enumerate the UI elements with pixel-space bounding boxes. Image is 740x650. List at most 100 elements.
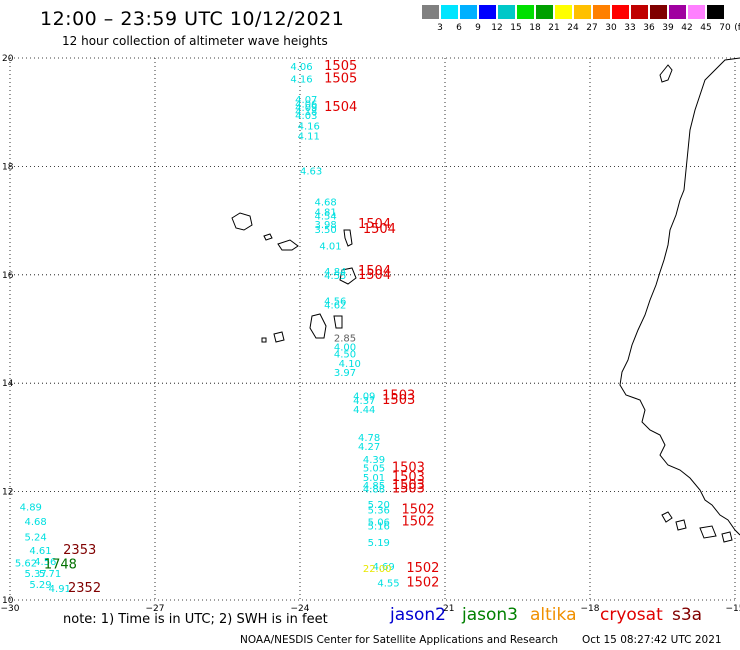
wave-height-label: 4.27	[358, 442, 380, 453]
coastline	[231, 57, 740, 543]
wave-height-label: 4.69	[373, 562, 395, 573]
x-tick-label: −24	[291, 604, 310, 614]
wave-height-label: 4.18	[295, 107, 317, 118]
wave-height-label: 4.56	[324, 297, 346, 308]
wave-height-label: 4.81	[315, 208, 337, 219]
wave-height-label: 4.68	[25, 517, 47, 528]
island-santo-antao	[231, 212, 253, 231]
colorbar-swatch	[669, 5, 686, 19]
wave-height-label: 4.11	[298, 131, 320, 142]
observation-time-label: 1504	[358, 264, 391, 279]
wave-height-label: 4.16	[298, 122, 320, 133]
observation-time-label: 1748	[44, 558, 77, 573]
wave-height-label: 5.19	[368, 538, 390, 549]
colorbar-label: 21	[548, 23, 560, 33]
colorbar-swatch	[479, 5, 496, 19]
island-brava	[261, 337, 267, 343]
observation-time-label: 1503	[382, 393, 415, 408]
wave-height-label: 3.98	[315, 220, 337, 231]
observation-time-label: 1505	[324, 71, 357, 86]
wave-height-label: 4.61	[29, 546, 51, 557]
wave-height-label: 4.89	[20, 503, 42, 514]
colorbar-label: 42	[681, 23, 693, 33]
x-tick-label: −30	[1, 604, 20, 614]
wave-height-label: 4.37	[353, 396, 375, 407]
colorbar-label: 27	[586, 23, 598, 33]
island-top-right	[659, 64, 673, 83]
island-fogo	[273, 331, 285, 343]
legend-item-jason3: jason3	[462, 605, 518, 625]
colorbar-label: 15	[510, 23, 522, 33]
wave-height-label: 4.62	[324, 300, 346, 311]
colorbar-unit: (ft)	[734, 23, 740, 33]
observation-time-label: 1502	[406, 575, 439, 590]
observation-time-label: 1502	[402, 502, 435, 517]
note-text: note: 1) Time is in UTC; 2) SWH is in fe…	[63, 612, 328, 627]
colorbar-label: 36	[643, 23, 655, 33]
observation-time-label: 1504	[363, 222, 396, 237]
legend-item-altika: altika	[530, 605, 577, 625]
y-tick-label: 10	[2, 596, 14, 606]
wave-height-label: 4.56	[34, 557, 56, 568]
wave-height-label: 4.84	[324, 267, 346, 278]
colorbar-swatch	[631, 5, 648, 19]
wave-height-label: 4.09	[353, 391, 375, 402]
axis-tick-labels: −30 −27 −24 −21 −18 −15 10 12 14 16 18 20	[1, 54, 740, 614]
wave-height-label: 4.39	[363, 455, 385, 466]
wave-height-label: 4.03	[295, 111, 317, 122]
footer-credit: NOAA/NESDIS Center for Satellite Applica…	[240, 634, 558, 646]
colorbar-label: 3	[437, 23, 443, 33]
colorbar-swatch	[517, 5, 534, 19]
observation-time-label: 1503	[392, 461, 425, 476]
colorbar-label: 30	[605, 23, 617, 33]
wave-height-label: 4.00	[334, 343, 356, 354]
observation-time-label: 1504	[358, 217, 391, 232]
wave-height-label: 5.71	[39, 569, 61, 580]
colorbar-label: 70	[719, 23, 731, 33]
wave-height-label: 4.55	[377, 578, 399, 589]
wave-height-label: 5.16	[368, 522, 390, 533]
x-tick-label: −27	[146, 604, 165, 614]
observation-time-label: 1504	[358, 268, 391, 283]
island-sao-nicolau	[277, 239, 299, 251]
footer-timestamp: Oct 15 08:27:42 UTC 2021	[582, 634, 722, 646]
wave-height-label: 4.10	[339, 359, 361, 370]
observation-time-label: 1503	[392, 470, 425, 485]
x-tick-label: −21	[436, 604, 455, 614]
x-tick-label: −18	[581, 604, 600, 614]
colorbar-swatch	[460, 5, 477, 19]
wave-height-label: 5.24	[25, 532, 47, 543]
y-tick-label: 20	[2, 54, 14, 64]
island-bissagos-4	[721, 531, 733, 543]
wave-height-label: 4.06	[295, 99, 317, 110]
island-santiago	[309, 313, 327, 339]
colorbar-swatch	[441, 5, 458, 19]
wave-height-label: 4.55	[324, 271, 346, 282]
colorbar-swatch	[612, 5, 629, 19]
wave-height-label: 4.06	[290, 62, 312, 73]
wave-height-label: 5.20	[368, 500, 390, 511]
wave-height-label: 4.91	[49, 584, 71, 595]
y-tick-label: 14	[2, 379, 14, 389]
wave-height-label: 5.36	[368, 505, 390, 516]
wave-height-label: 5.29	[29, 580, 51, 591]
wave-height-label: 4.44	[353, 405, 375, 416]
colorbar-label: 45	[700, 23, 712, 33]
colorbar-swatch	[574, 5, 591, 19]
y-tick-label: 18	[2, 162, 14, 172]
colorbar-label: 33	[624, 23, 636, 33]
wave-height-label: 4.88	[363, 485, 385, 496]
wave-height-label: 2.85	[334, 333, 356, 344]
y-tick-label: 16	[2, 271, 14, 281]
colorbar-swatch	[650, 5, 667, 19]
island-boa-vista	[339, 267, 357, 285]
wave-height-label: 4.78	[358, 433, 380, 444]
observation-time-label: 2353	[63, 543, 96, 558]
wave-height-label: 5.37	[25, 569, 47, 580]
wave-height-label: 5.62	[15, 558, 37, 569]
observation-time-label: 1503	[382, 388, 415, 403]
observation-time-label: 1502	[402, 515, 435, 530]
